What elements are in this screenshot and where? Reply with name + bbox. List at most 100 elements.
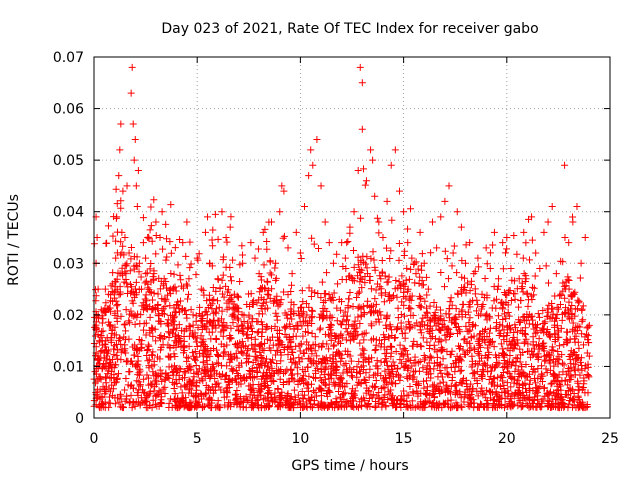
data-point xyxy=(511,367,519,375)
data-point xyxy=(176,271,184,279)
data-point xyxy=(217,315,225,323)
data-point xyxy=(185,376,193,384)
data-point xyxy=(165,286,173,294)
data-point xyxy=(485,341,493,349)
data-point xyxy=(575,297,583,305)
data-point xyxy=(559,368,567,376)
data-point xyxy=(269,396,277,404)
data-point xyxy=(166,238,174,246)
data-point xyxy=(262,325,270,333)
data-point xyxy=(183,353,191,361)
data-point xyxy=(341,254,349,262)
data-point xyxy=(135,386,143,394)
data-point xyxy=(516,399,524,407)
data-point xyxy=(308,350,316,358)
data-point xyxy=(137,394,145,402)
data-point xyxy=(457,366,465,374)
data-point xyxy=(308,234,316,242)
data-point xyxy=(173,301,181,309)
data-point xyxy=(248,366,256,374)
data-point xyxy=(416,228,424,236)
data-point xyxy=(462,322,470,330)
data-point xyxy=(585,352,593,360)
data-point xyxy=(104,290,112,298)
data-point xyxy=(222,282,230,290)
data-point xyxy=(571,335,579,343)
data-point xyxy=(247,368,255,376)
data-point xyxy=(437,268,445,276)
data-point xyxy=(445,371,453,379)
data-point xyxy=(292,360,300,368)
data-point xyxy=(97,403,105,411)
data-point xyxy=(358,125,366,133)
data-point xyxy=(533,321,541,329)
data-point xyxy=(517,390,525,398)
data-point xyxy=(290,325,298,333)
data-point xyxy=(414,381,422,389)
data-point xyxy=(400,400,408,408)
data-point xyxy=(453,404,461,412)
data-point xyxy=(371,404,379,412)
data-point xyxy=(518,283,526,291)
data-point xyxy=(391,333,399,341)
data-point xyxy=(384,380,392,388)
data-point xyxy=(584,363,592,371)
data-point xyxy=(331,380,339,388)
data-point xyxy=(263,390,271,398)
data-point xyxy=(313,352,321,360)
data-point xyxy=(162,297,170,305)
data-point xyxy=(278,388,286,396)
data-point xyxy=(128,63,136,71)
data-point xyxy=(296,249,304,257)
data-point xyxy=(446,298,454,306)
data-point xyxy=(343,365,351,373)
data-point xyxy=(501,291,509,299)
data-point xyxy=(287,355,295,363)
data-point xyxy=(112,331,120,339)
data-point xyxy=(563,328,571,336)
data-point xyxy=(149,368,157,376)
data-point xyxy=(266,269,274,277)
data-point xyxy=(272,274,280,282)
data-point xyxy=(359,362,367,370)
data-point xyxy=(560,340,568,348)
data-point xyxy=(263,371,271,379)
data-point xyxy=(544,218,552,226)
data-point xyxy=(280,370,288,378)
data-point xyxy=(93,385,101,393)
data-point xyxy=(407,265,415,273)
data-point xyxy=(304,322,312,330)
data-point xyxy=(503,234,511,241)
data-point xyxy=(321,330,329,338)
data-point xyxy=(493,381,501,389)
data-point xyxy=(531,374,539,382)
data-point xyxy=(151,400,159,408)
data-point xyxy=(484,368,492,376)
data-point xyxy=(111,342,119,350)
data-point xyxy=(232,349,240,357)
data-point xyxy=(496,373,504,381)
data-point xyxy=(98,337,106,345)
data-point xyxy=(363,301,371,309)
data-point xyxy=(437,326,445,334)
data-point xyxy=(166,285,174,293)
data-point xyxy=(493,358,501,366)
data-point xyxy=(546,359,554,367)
data-point xyxy=(220,293,228,301)
data-point xyxy=(413,340,421,348)
data-point xyxy=(427,354,435,362)
data-point xyxy=(427,249,435,257)
data-point xyxy=(280,187,288,195)
data-point xyxy=(501,404,509,412)
data-point xyxy=(560,361,568,369)
data-point xyxy=(233,369,241,377)
data-point xyxy=(183,282,191,290)
data-point xyxy=(245,290,253,298)
data-point xyxy=(121,320,129,328)
data-point xyxy=(401,312,409,320)
data-point xyxy=(359,345,367,353)
data-point xyxy=(513,380,521,388)
data-point xyxy=(272,276,280,284)
data-point xyxy=(585,373,593,381)
data-point xyxy=(353,294,361,302)
